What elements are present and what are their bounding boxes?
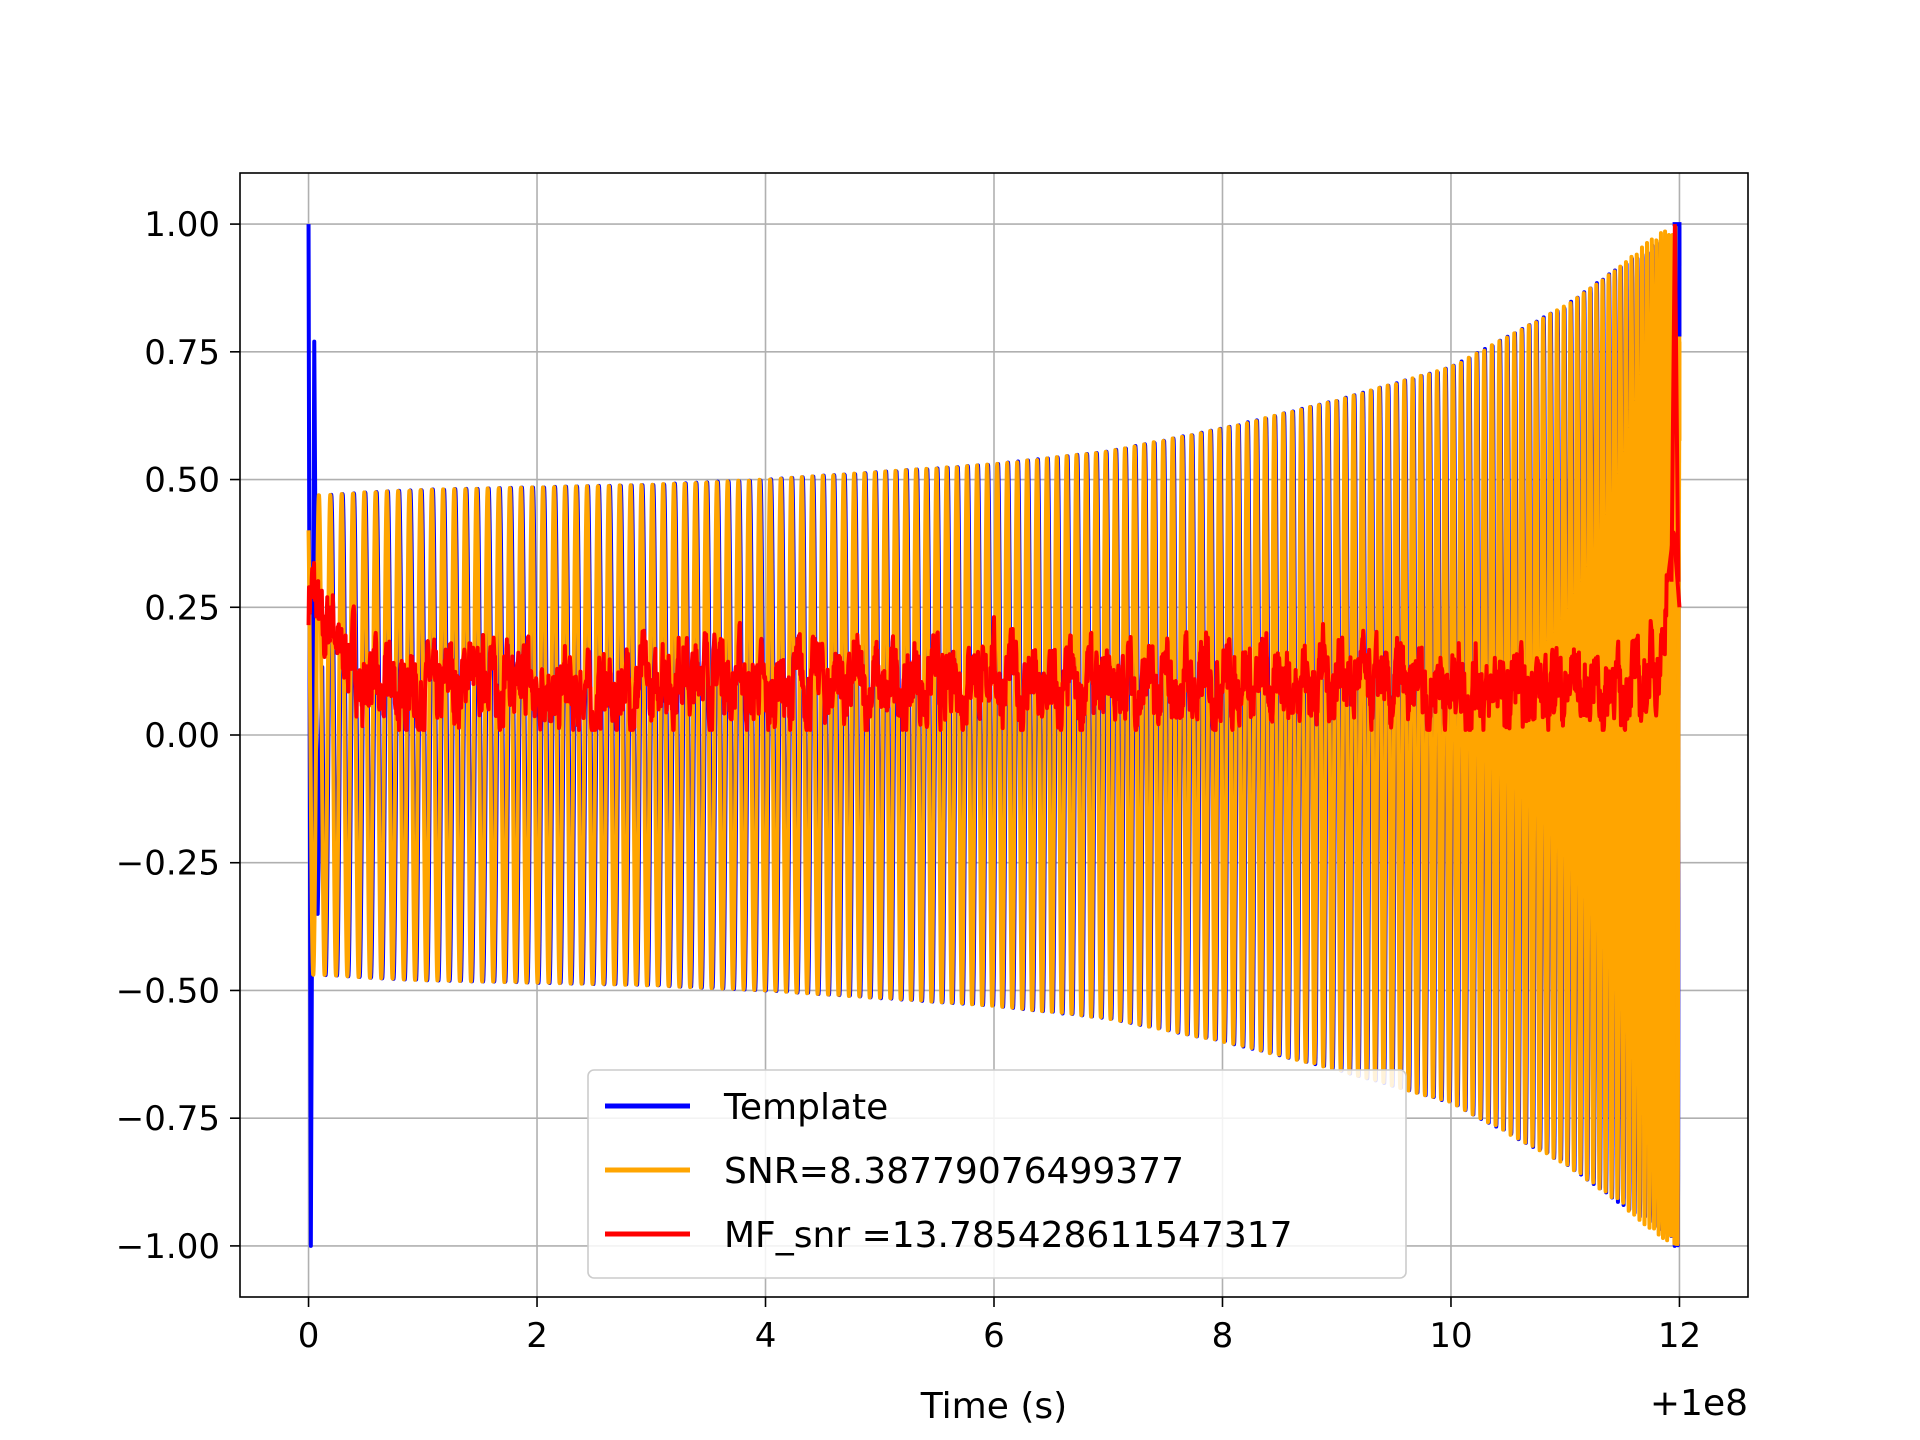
ticks: 0 2 4 6 8 10 12 −1.00 −0.75 −0.50 −0.25 0.00 0.25 0.5… — [116, 205, 1701, 1356]
legend-label-mf-snr: MF_snr =13.785428611547317 — [724, 1215, 1293, 1256]
y-tick-label: 0.50 — [144, 461, 220, 501]
y-tick-label: 0.75 — [144, 333, 220, 373]
series-snr-line — [306, 223, 1682, 1246]
y-tick-label: 1.00 — [144, 205, 220, 245]
y-tick-label: −0.75 — [116, 1099, 220, 1139]
x-tick-label: 4 — [755, 1316, 777, 1356]
y-tick-label: 0.00 — [144, 716, 220, 756]
x-offset-label: +1e8 — [1650, 1383, 1748, 1424]
series-mf-snr-line — [306, 530, 1682, 732]
y-tick-label: −1.00 — [116, 1227, 220, 1267]
x-tick-label: 12 — [1658, 1316, 1701, 1356]
legend: Template SNR=8.38779076499377 MF_snr =13… — [587, 1069, 1407, 1279]
legend-label-template: Template — [723, 1087, 888, 1128]
series-mf-snr-peak — [1669, 224, 1681, 582]
series-layer — [306, 222, 1682, 1248]
y-tick-label: −0.25 — [116, 844, 220, 884]
x-tick-label: 0 — [298, 1316, 320, 1356]
y-tick-label: −0.50 — [116, 971, 220, 1011]
x-tick-label: 2 — [526, 1316, 548, 1356]
legend-box — [587, 1069, 1407, 1279]
y-tick-label: 0.25 — [144, 588, 220, 628]
x-axis-label: Time (s) — [920, 1386, 1067, 1427]
x-tick-label: 6 — [983, 1316, 1005, 1356]
x-tick-label: 8 — [1212, 1316, 1234, 1356]
legend-label-snr: SNR=8.38779076499377 — [724, 1151, 1184, 1192]
x-tick-label: 10 — [1429, 1316, 1472, 1356]
